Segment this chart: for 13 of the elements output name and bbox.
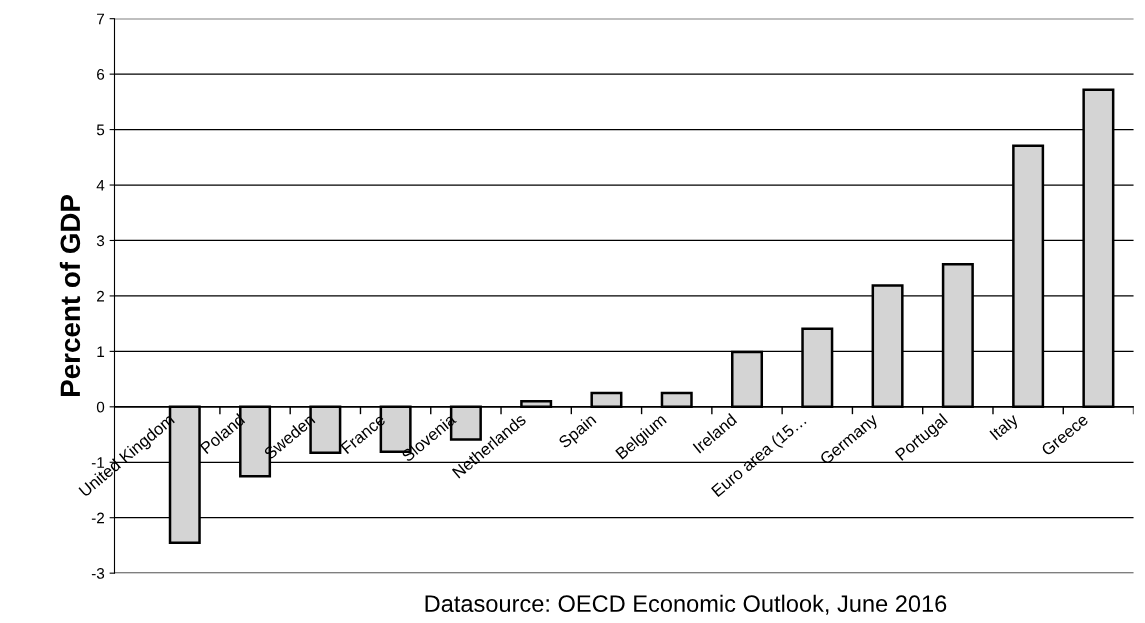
y-tick-label: 3 — [96, 235, 105, 247]
y-tick-label: 0 — [96, 401, 105, 413]
y-tick-label: 5 — [96, 124, 105, 136]
y-axis-title: Percent of GDP — [59, 195, 81, 396]
y-tick-label: -3 — [91, 568, 105, 579]
y-tick-label: 7 — [97, 13, 105, 25]
y-tick-label: 2 — [97, 290, 105, 302]
y-tick-label: 4 — [96, 180, 105, 191]
text: Datasource: OECD Economic Outlook, June 2016 — [425, 594, 947, 615]
y-tick-label: 1 — [97, 346, 105, 357]
y-tick-label: 6 — [97, 69, 105, 80]
x-tick-label: Italy — [989, 412, 1022, 443]
y-tick-label: -2 — [91, 512, 105, 524]
